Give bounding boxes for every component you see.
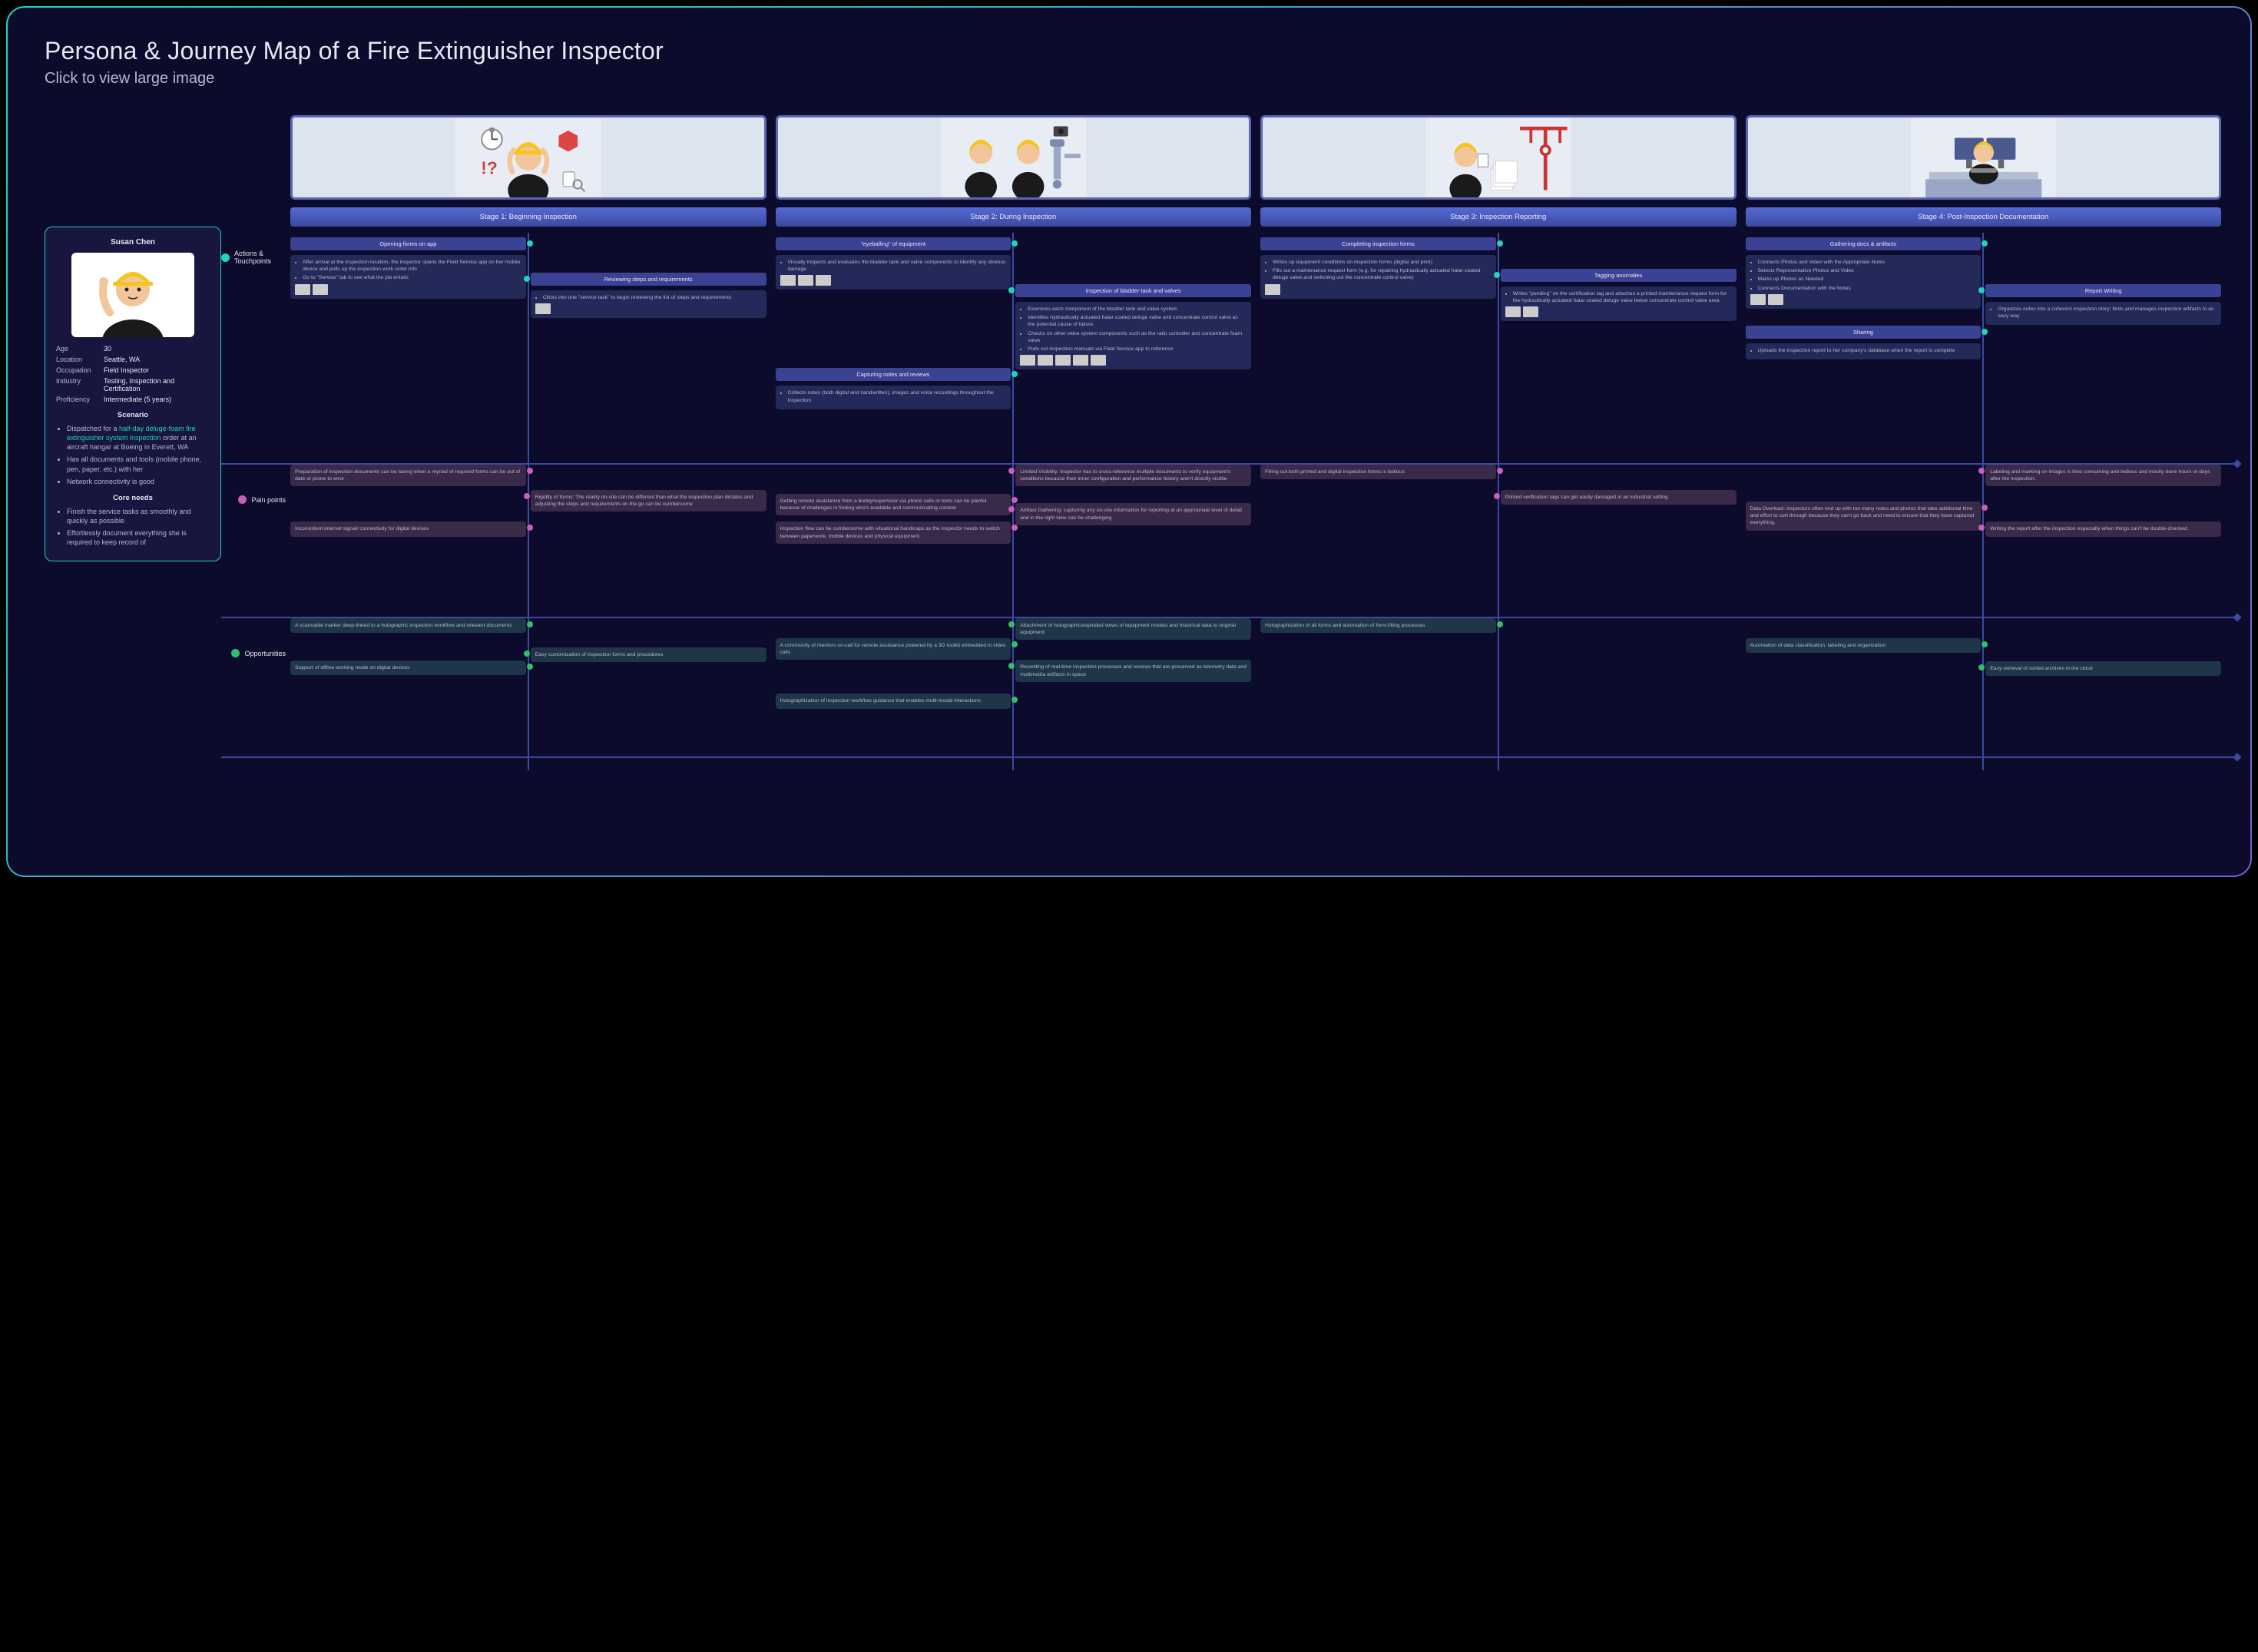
svg-text:!?: !? <box>481 158 497 178</box>
stage-4-illustration <box>1746 115 2222 200</box>
scenario-list: Dispatched for a half-day deluge-foam fi… <box>56 424 210 486</box>
row-labels: Actions & Touchpoints Pain points Opport… <box>221 115 290 770</box>
pain-note: Labeling and marking on images is time c… <box>1985 465 2221 486</box>
action-note: Collects notes (both digital and handwri… <box>776 386 1011 409</box>
action-note: Organizes notes into a coherent inspecti… <box>1985 302 2221 325</box>
persona-name: Susan Chen <box>56 238 210 247</box>
persona-location-label: Location <box>56 356 98 363</box>
scenario-heading: Scenario <box>56 411 210 419</box>
action-label: Sharing <box>1746 326 1982 339</box>
action-note: After arrival at the inspection location… <box>290 255 526 299</box>
action-label: Gathering docs & artifacts <box>1746 237 1982 250</box>
stage-illustrations: !? <box>290 115 2221 200</box>
pain-note: Writing the report after the inspection … <box>1985 521 2221 536</box>
pain-label: Pain points <box>238 495 286 504</box>
canvas[interactable]: Persona & Journey Map of a Fire Extingui… <box>8 8 2250 876</box>
page-title: Persona & Journey Map of a Fire Extingui… <box>45 37 2221 65</box>
stage-3-header: Stage 3: Inspection Reporting <box>1260 207 1737 227</box>
opp-note: A community of mentors on-call for remot… <box>776 638 1011 660</box>
pain-note: Preparation of inspection documents can … <box>290 465 526 486</box>
opp-note: Attachment of holographic/exploded views… <box>1015 618 1251 640</box>
actions-label: Actions & Touchpoints <box>221 250 286 265</box>
pain-note: Artifact Gathering: capturing any on-sit… <box>1015 503 1251 525</box>
cyan-dot-icon <box>221 253 230 262</box>
pain-note: Printed verification tags can get easily… <box>1501 490 1737 505</box>
persona-industry-label: Industry <box>56 377 98 392</box>
persona-card: Susan Chen Age 30 Location Seattle, WA Occ… <box>45 227 221 561</box>
persona-location-value: Seattle, WA <box>104 356 140 363</box>
action-label: Capturing notes and reviews <box>776 368 1011 381</box>
stage-2-illustration <box>776 115 1252 200</box>
stage-3-illustration <box>1260 115 1737 200</box>
stage-1-illustration: !? <box>290 115 766 200</box>
action-label: Tagging anomalies <box>1501 269 1737 282</box>
needs-heading: Core needs <box>56 494 210 502</box>
stage-headers: Stage 1: Beginning Inspection Stage 2: D… <box>290 207 2221 227</box>
persona-avatar <box>71 253 194 337</box>
opp-note: Easy customization of inspection forms a… <box>531 647 766 662</box>
action-note: Writes up equipment conditions on inspec… <box>1260 255 1496 299</box>
opp-note: Holographization of inspection workflow … <box>776 694 1011 708</box>
persona-occupation-label: Occupation <box>56 366 98 374</box>
pain-row: Preparation of inspection documents can … <box>290 455 2221 609</box>
action-note: Examines each component of the bladder t… <box>1015 302 1251 369</box>
persona-age-label: Age <box>56 345 98 353</box>
action-label: Reviewing steps and requirements <box>531 273 766 286</box>
action-label: "eyeballing" of equipment <box>776 237 1011 250</box>
pain-note: Limited Visibility: Inspector has to cro… <box>1015 465 1251 486</box>
persona-proficiency-value: Intermediate (5 years) <box>104 396 171 403</box>
pain-note: Rigidity of forms: The reality on-site c… <box>531 490 766 511</box>
pain-note: Filling out both printed and digital ins… <box>1260 465 1496 479</box>
stage-2-header: Stage 2: During Inspection <box>776 207 1252 227</box>
action-label: Report Writing <box>1985 284 2221 297</box>
action-note: Connects Photos and Video with the Appro… <box>1746 255 1982 309</box>
action-note: Clicks into one "service task" to begin … <box>531 290 766 318</box>
action-note: Visually inspects and evaluates the blad… <box>776 255 1011 290</box>
action-label: Opening forms on app <box>290 237 526 250</box>
outer-frame: Persona & Journey Map of a Fire Extingui… <box>6 6 2252 877</box>
opp-note: Automation of data classification, label… <box>1746 638 1982 653</box>
stage-4-header: Stage 4: Post-Inspection Documentation <box>1746 207 2222 227</box>
page-subtitle[interactable]: Click to view large image <box>45 70 2221 88</box>
journey-map: !? <box>290 115 2221 770</box>
pain-note: Inspection flow can be cumbersome with s… <box>776 521 1011 543</box>
swimlane-area: Opening forms on app After arrival at th… <box>290 233 2221 770</box>
magenta-dot-icon <box>238 495 247 504</box>
opp-note: Recording of real-time inspection proces… <box>1015 660 1251 681</box>
needs-list: Finish the service tasks as smoothly and… <box>56 507 210 548</box>
opp-label: Opportunities <box>231 649 286 657</box>
actions-row: Opening forms on app After arrival at th… <box>290 233 2221 455</box>
action-label: Inspection of bladder tank and valves <box>1015 284 1251 297</box>
divider-3 <box>221 756 2236 758</box>
green-dot-icon <box>231 649 240 657</box>
action-note: Writes "pending" on the certification ta… <box>1501 286 1737 321</box>
pain-note: Getting remote assistance from a buddy/s… <box>776 494 1011 515</box>
opp-note: A scannable marker deep-linked to a holo… <box>290 618 526 633</box>
pain-note: Data Overload: inspectors often end up w… <box>1746 502 1982 531</box>
persona-industry-value: Testing, Inspection and Certification <box>104 377 210 392</box>
persona-proficiency-label: Proficiency <box>56 396 98 403</box>
persona-age-value: 30 <box>104 345 111 353</box>
action-label: Completing inspection forms <box>1260 237 1496 250</box>
pain-note: Inconsistent internet signal/ connectivi… <box>290 521 526 536</box>
action-note: Uploads the inspection report to her com… <box>1746 343 1982 359</box>
persona-occupation-value: Field Inspector <box>104 366 149 374</box>
opp-note: Holographization of all forms and automa… <box>1260 618 1496 633</box>
opp-note: Support of offline working mode on digit… <box>290 660 526 675</box>
opp-note: Easy retrieval of sorted archives in the… <box>1985 661 2221 676</box>
stage-1-header: Stage 1: Beginning Inspection <box>290 207 766 227</box>
opp-row: A scannable marker deep-linked to a holo… <box>290 609 2221 740</box>
